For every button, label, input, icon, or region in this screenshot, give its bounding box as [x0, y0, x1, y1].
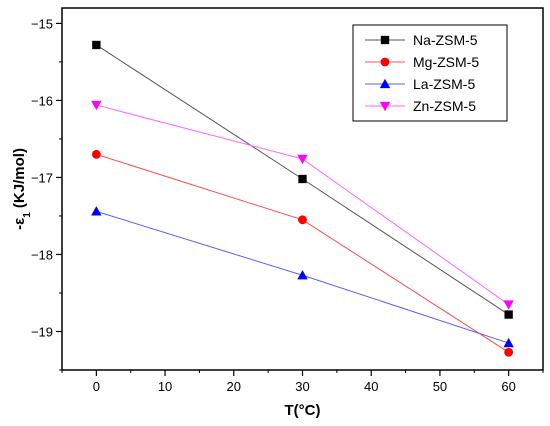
series-layer — [91, 40, 514, 357]
y-tick-label: −15 — [31, 16, 53, 31]
data-point-na-zsm-5 — [504, 310, 513, 319]
legend-item-zn-zsm-5: Zn-ZSM-5 — [365, 98, 476, 114]
data-point-la-zsm-5 — [91, 206, 102, 216]
x-tick-label: 10 — [158, 379, 172, 394]
legend-item-na-zsm-5: Na-ZSM-5 — [365, 32, 478, 48]
legend-label: Mg-ZSM-5 — [413, 54, 479, 70]
plot-frame — [61, 7, 544, 371]
legend-marker-zn-zsm-5 — [379, 101, 391, 112]
y-tick-label: −19 — [31, 324, 53, 339]
y-tick-label: −18 — [31, 247, 53, 262]
y-tick-label: −17 — [31, 170, 53, 185]
tick-labels: 0 10 20 30 40 50 60 −15 −16 −17 −18 −19 — [31, 16, 516, 394]
data-point-zn-zsm-5 — [91, 100, 102, 111]
data-point-na-zsm-5 — [298, 174, 307, 184]
legend-label: Zn-ZSM-5 — [413, 98, 476, 114]
x-tick-label: 50 — [433, 379, 447, 394]
x-tick-label: 30 — [295, 379, 309, 394]
data-point-na-zsm-5 — [92, 40, 101, 50]
y-tick-label: −16 — [31, 93, 53, 108]
legend-item-mg-zsm-5: Mg-ZSM-5 — [365, 54, 479, 70]
y-axis-title-main: -ε — [11, 218, 28, 230]
data-point-zn-zsm-5 — [503, 300, 514, 310]
data-point-mg-zsm-5 — [298, 215, 307, 225]
x-tick-label: 40 — [364, 379, 378, 394]
x-tick-label: 0 — [93, 379, 100, 394]
legend-marker-mg-zsm-5 — [380, 57, 390, 67]
data-point-mg-zsm-5 — [504, 347, 514, 357]
legend-label: La-ZSM-5 — [413, 76, 475, 92]
data-point-mg-zsm-5 — [91, 149, 101, 159]
data-point-la-zsm-5 — [503, 337, 514, 348]
legend-box — [352, 24, 508, 122]
x-tick-label: 60 — [501, 379, 515, 394]
legend-label: Na-ZSM-5 — [413, 32, 478, 48]
data-point-zn-zsm-5 — [297, 154, 308, 165]
y-axis-title-unit: (KJ/mol) — [11, 148, 28, 212]
legend: Na-ZSM-5 Mg-ZSM-5 La-ZSM-5 Zn-ZSM-5 — [352, 24, 508, 122]
series-na-zsm-5 — [92, 40, 513, 319]
x-tick-label: 20 — [227, 379, 241, 394]
legend-marker-la-zsm-5 — [379, 78, 391, 89]
y-axis-title: -ε1 (KJ/mol) — [11, 148, 33, 230]
legend-item-la-zsm-5: La-ZSM-5 — [365, 76, 475, 92]
data-point-la-zsm-5 — [297, 270, 308, 280]
legend-marker-na-zsm-5 — [380, 35, 390, 45]
series-mg-zsm-5 — [91, 149, 514, 357]
series-la-zsm-5 — [91, 206, 514, 348]
x-axis-title: T(°C) — [285, 402, 321, 419]
y-axis-title-subscript: 1 — [22, 212, 33, 218]
series-zn-zsm-5 — [91, 100, 514, 310]
